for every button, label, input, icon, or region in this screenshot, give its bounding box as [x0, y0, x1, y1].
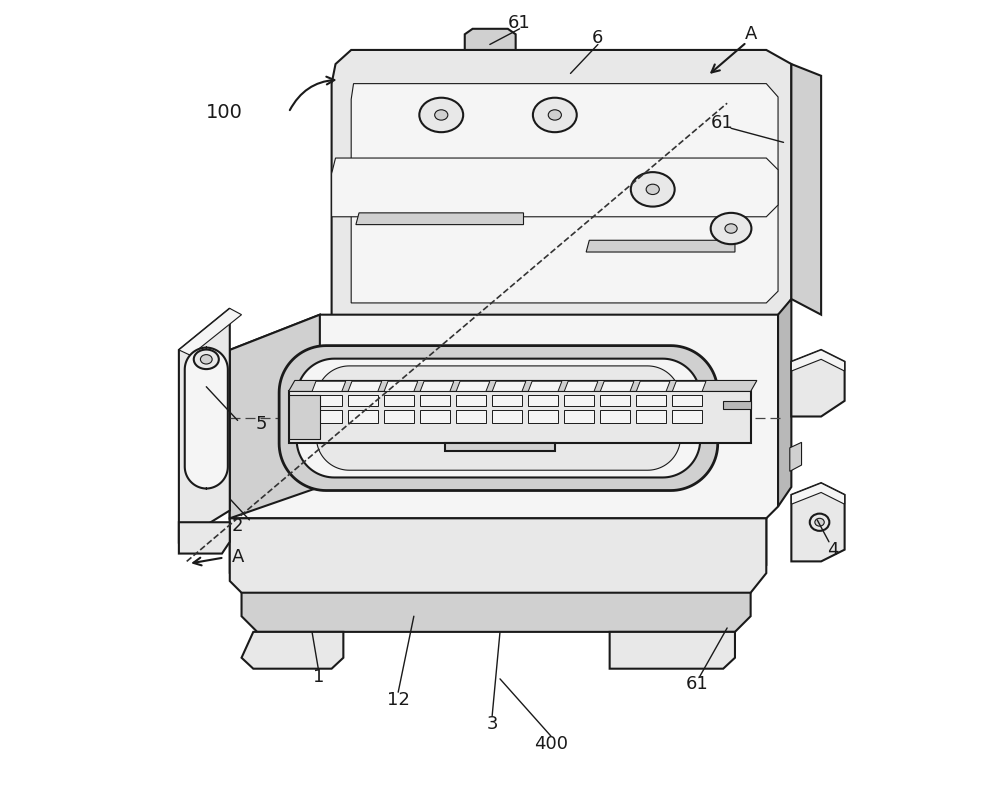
- Text: 4: 4: [827, 541, 839, 559]
- Ellipse shape: [548, 110, 561, 120]
- Polygon shape: [332, 50, 791, 318]
- Ellipse shape: [200, 354, 212, 364]
- Polygon shape: [332, 158, 778, 217]
- Text: 6: 6: [592, 29, 604, 47]
- Polygon shape: [564, 381, 598, 391]
- Polygon shape: [316, 366, 680, 470]
- Text: 61: 61: [508, 13, 531, 31]
- Text: 3: 3: [486, 714, 498, 733]
- Polygon shape: [456, 410, 486, 423]
- Polygon shape: [791, 350, 845, 371]
- Polygon shape: [790, 443, 802, 472]
- Polygon shape: [312, 381, 346, 391]
- Ellipse shape: [533, 97, 577, 132]
- Text: 100: 100: [206, 103, 243, 122]
- Polygon shape: [356, 213, 523, 225]
- Polygon shape: [384, 410, 414, 423]
- Polygon shape: [230, 401, 766, 589]
- Polygon shape: [230, 518, 766, 593]
- Polygon shape: [242, 632, 343, 669]
- Polygon shape: [791, 350, 845, 417]
- Polygon shape: [289, 380, 757, 391]
- Polygon shape: [456, 381, 490, 391]
- Polygon shape: [465, 29, 516, 50]
- Polygon shape: [492, 395, 522, 406]
- Polygon shape: [312, 395, 342, 406]
- Polygon shape: [723, 401, 751, 409]
- Text: A: A: [744, 25, 757, 43]
- Polygon shape: [351, 83, 778, 303]
- Polygon shape: [528, 381, 562, 391]
- Polygon shape: [672, 381, 706, 391]
- Polygon shape: [348, 395, 378, 406]
- Ellipse shape: [810, 513, 829, 531]
- Text: 61: 61: [710, 114, 733, 132]
- Polygon shape: [312, 410, 342, 423]
- Polygon shape: [179, 308, 230, 542]
- Polygon shape: [586, 241, 735, 252]
- Polygon shape: [297, 358, 700, 477]
- Polygon shape: [348, 410, 378, 423]
- Polygon shape: [279, 346, 718, 490]
- Polygon shape: [528, 410, 558, 423]
- Polygon shape: [179, 308, 242, 355]
- Polygon shape: [564, 395, 594, 406]
- Polygon shape: [636, 381, 670, 391]
- Polygon shape: [791, 64, 821, 314]
- Ellipse shape: [725, 224, 737, 233]
- Text: 12: 12: [387, 691, 410, 709]
- Polygon shape: [445, 443, 555, 451]
- Polygon shape: [384, 395, 414, 406]
- Polygon shape: [528, 395, 558, 406]
- Polygon shape: [289, 391, 751, 443]
- Polygon shape: [791, 483, 845, 561]
- Polygon shape: [636, 395, 666, 406]
- Ellipse shape: [815, 518, 824, 526]
- Polygon shape: [420, 395, 450, 406]
- Polygon shape: [230, 314, 320, 518]
- Polygon shape: [289, 395, 320, 439]
- Text: 1: 1: [313, 667, 324, 685]
- Polygon shape: [600, 395, 630, 406]
- Ellipse shape: [646, 184, 659, 194]
- Polygon shape: [672, 395, 702, 406]
- Ellipse shape: [435, 110, 448, 120]
- Polygon shape: [320, 318, 778, 506]
- Polygon shape: [420, 381, 454, 391]
- Polygon shape: [420, 410, 450, 423]
- Polygon shape: [492, 381, 526, 391]
- Text: 5: 5: [255, 415, 267, 433]
- Ellipse shape: [194, 350, 219, 369]
- Polygon shape: [600, 381, 634, 391]
- Polygon shape: [564, 410, 594, 423]
- Polygon shape: [230, 314, 778, 518]
- Polygon shape: [778, 299, 791, 506]
- Polygon shape: [791, 483, 845, 504]
- Ellipse shape: [419, 97, 463, 132]
- Polygon shape: [492, 410, 522, 423]
- Ellipse shape: [711, 213, 751, 244]
- Polygon shape: [289, 401, 316, 409]
- Text: 2: 2: [232, 517, 243, 535]
- Polygon shape: [456, 395, 486, 406]
- Polygon shape: [600, 410, 630, 423]
- Polygon shape: [610, 632, 735, 669]
- Polygon shape: [672, 410, 702, 423]
- Text: A: A: [231, 549, 244, 567]
- Text: 400: 400: [534, 735, 568, 753]
- Polygon shape: [348, 381, 382, 391]
- Polygon shape: [384, 381, 418, 391]
- Polygon shape: [242, 589, 751, 632]
- Text: 61: 61: [686, 675, 709, 693]
- Polygon shape: [636, 410, 666, 423]
- Polygon shape: [185, 347, 228, 489]
- Ellipse shape: [631, 172, 675, 207]
- Polygon shape: [179, 522, 230, 553]
